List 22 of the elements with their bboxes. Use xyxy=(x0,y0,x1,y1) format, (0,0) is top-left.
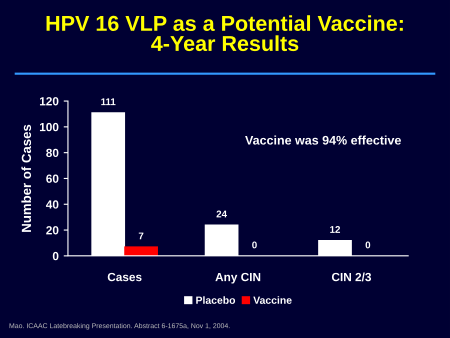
y-tick-label: 80 xyxy=(46,148,58,158)
data-label: 111 xyxy=(101,98,116,106)
annotation: Vaccine was 94% effective xyxy=(245,135,401,145)
data-label: 24 xyxy=(216,210,227,218)
x-tick-label: Any CIN xyxy=(215,272,260,284)
y-tick-label: 100 xyxy=(40,122,58,132)
legend-label: Vaccine xyxy=(253,296,292,304)
y-axis-title: Number of Cases xyxy=(21,124,32,232)
bar xyxy=(124,246,158,256)
data-label: 7 xyxy=(138,232,144,240)
y-tick-label: 0 xyxy=(52,252,58,260)
legend-label: Placebo xyxy=(196,296,236,304)
data-label: 0 xyxy=(366,242,370,248)
data-label: 12 xyxy=(330,226,340,233)
x-tick-label: CIN 2/3 xyxy=(332,272,372,282)
chart-title: HPV 16 VLP as a Potential Vaccine: 4-Year Results xyxy=(46,15,403,52)
x-tick-label: Cases xyxy=(108,272,142,282)
y-tick-label: 60 xyxy=(46,174,58,183)
y-tick-label: 20 xyxy=(46,226,58,234)
y-tick-label: 40 xyxy=(46,200,58,209)
data-label: 0 xyxy=(252,242,257,248)
y-tick-label: 120 xyxy=(40,97,58,106)
